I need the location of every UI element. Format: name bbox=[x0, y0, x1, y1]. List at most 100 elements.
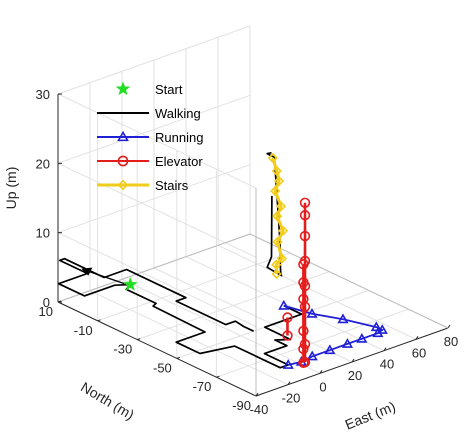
legend-stairs-marker bbox=[117, 179, 129, 191]
x-tick-label: 60 bbox=[412, 345, 426, 360]
y-tick-label: -90 bbox=[232, 398, 251, 413]
grid-line bbox=[57, 25, 251, 95]
grid-line bbox=[216, 308, 409, 378]
legend: Start Walking Running Elevator Stairs bbox=[97, 81, 203, 193]
axes-grid bbox=[57, 25, 449, 397]
running-marker bbox=[282, 359, 294, 369]
elevator-marker bbox=[299, 210, 311, 221]
elevator-marker bbox=[299, 339, 311, 350]
grid-line bbox=[121, 278, 321, 374]
running-marker bbox=[341, 338, 354, 348]
x-axis-label: East (m) bbox=[343, 398, 398, 433]
running-marker bbox=[306, 350, 318, 361]
axes-box bbox=[57, 93, 451, 397]
stairs-marker bbox=[275, 201, 287, 212]
stairs-marker bbox=[273, 175, 285, 187]
grid-line bbox=[57, 162, 257, 258]
elevator-marker bbox=[299, 301, 311, 312]
elevator-marker bbox=[282, 312, 293, 323]
x-tick-label: -40 bbox=[250, 402, 269, 417]
elevator-marker bbox=[299, 197, 311, 208]
z-tick-label: 30 bbox=[36, 87, 50, 102]
running-marker bbox=[356, 333, 368, 343]
running-marker bbox=[306, 308, 318, 318]
elevator-marker bbox=[298, 293, 309, 305]
start-marker bbox=[123, 276, 138, 291]
legend-label-stairs: Stairs bbox=[155, 178, 189, 193]
grid-line bbox=[57, 232, 257, 328]
legend-elevator-marker bbox=[117, 155, 129, 167]
y-axis-line bbox=[57, 301, 257, 397]
direction-arrow bbox=[86, 269, 125, 285]
plot-series bbox=[57, 151, 388, 369]
walking-path bbox=[125, 284, 303, 369]
legend-label-running: Running bbox=[155, 130, 203, 145]
z-tick-label: 0 bbox=[43, 295, 50, 310]
box-edge bbox=[249, 233, 449, 329]
grid-line bbox=[57, 164, 251, 234]
y-tick bbox=[176, 356, 180, 359]
grid-line bbox=[57, 94, 251, 164]
elevator-marker bbox=[298, 343, 309, 355]
stairs-marker bbox=[272, 211, 283, 222]
elevator-marker bbox=[299, 280, 311, 292]
y-tick-label: 10 bbox=[39, 304, 53, 319]
z-axis-label: Up (m) bbox=[3, 167, 19, 210]
y-tick-label: -70 bbox=[193, 379, 212, 394]
legend-label-walking: Walking bbox=[155, 106, 201, 121]
x-tick bbox=[351, 358, 355, 363]
x-tick bbox=[415, 336, 419, 340]
running-marker bbox=[372, 327, 384, 338]
running-marker bbox=[337, 313, 349, 324]
y-tick-label: -50 bbox=[153, 360, 172, 375]
elevator-marker bbox=[299, 230, 311, 242]
y-tick bbox=[97, 319, 101, 322]
x-tick-label: 80 bbox=[444, 334, 458, 349]
box-edge bbox=[57, 233, 251, 303]
elevator-marker bbox=[299, 357, 311, 368]
x-tick bbox=[383, 347, 387, 351]
y-tick bbox=[255, 394, 260, 397]
walking-path bbox=[57, 257, 254, 332]
y-tick bbox=[216, 375, 220, 378]
x-tick-label: 0 bbox=[319, 379, 326, 394]
stairs-marker bbox=[271, 165, 282, 177]
stairs-marker bbox=[270, 185, 281, 197]
grid-line bbox=[57, 93, 257, 189]
running-marker bbox=[376, 324, 388, 334]
stairs-marker bbox=[271, 259, 282, 270]
running-marker bbox=[278, 299, 290, 310]
grid-line bbox=[217, 244, 417, 340]
running-marker bbox=[324, 344, 336, 355]
y-tick-label: -30 bbox=[113, 342, 132, 357]
y-tick-label: -10 bbox=[74, 323, 93, 338]
stairs-marker bbox=[271, 268, 282, 280]
x-tick-label: -20 bbox=[282, 391, 301, 406]
direction-arrow-head bbox=[81, 267, 93, 276]
elevator-marker bbox=[299, 255, 311, 267]
elevator-marker bbox=[282, 330, 293, 341]
stairs-marker bbox=[272, 236, 283, 248]
stairs-marker bbox=[267, 152, 278, 164]
grid-line bbox=[137, 271, 330, 341]
grid-line bbox=[97, 252, 290, 322]
grid-line bbox=[153, 267, 353, 363]
legend-start-marker bbox=[115, 81, 131, 96]
elevator-marker bbox=[298, 325, 309, 337]
stairs-marker bbox=[276, 253, 287, 264]
legend-label-elevator: Elevator bbox=[155, 154, 203, 169]
legend-label-start: Start bbox=[155, 82, 183, 97]
x-tick-label: 20 bbox=[348, 368, 362, 383]
running-path bbox=[283, 304, 385, 366]
stairs-marker bbox=[277, 225, 289, 236]
legend-running-marker bbox=[117, 130, 129, 142]
x-tick bbox=[287, 381, 291, 385]
y-axis-label: North (m) bbox=[78, 379, 137, 423]
z-tick-label: 10 bbox=[36, 226, 50, 241]
y-tick bbox=[137, 338, 141, 341]
x-tick bbox=[319, 370, 323, 374]
z-tick-label: 20 bbox=[36, 156, 50, 171]
x-tick bbox=[447, 324, 451, 329]
